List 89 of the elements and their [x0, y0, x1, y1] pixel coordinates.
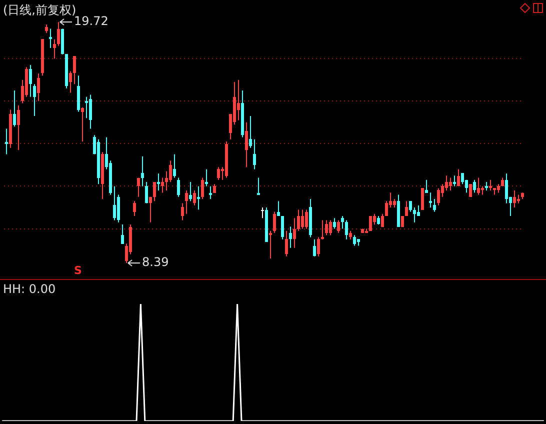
candlestick — [477, 177, 480, 196]
candlestick — [409, 200, 412, 212]
candlestick — [177, 177, 180, 198]
chart-title: (日线,前复权) — [3, 2, 76, 17]
candlestick — [257, 177, 260, 196]
candlestick — [305, 209, 308, 230]
annotation: 8.39 — [142, 255, 169, 270]
candlestick — [29, 64, 32, 98]
candlestick — [301, 209, 304, 230]
candlestick — [269, 230, 272, 260]
candlestick — [353, 234, 356, 246]
candlestick — [117, 194, 120, 223]
candlestick — [133, 200, 136, 216]
candlestick — [445, 175, 448, 191]
candlestick — [285, 230, 288, 257]
candlestick — [413, 206, 416, 223]
candlestick — [57, 22, 60, 46]
candlestick — [169, 160, 172, 182]
candlestick — [429, 192, 432, 208]
candlestick — [505, 172, 508, 204]
candlestick — [89, 94, 92, 130]
candlestick — [321, 220, 324, 240]
chart-title: HH: 0.00 — [3, 282, 56, 296]
candlestick — [337, 220, 340, 234]
candlestick — [325, 220, 328, 236]
candlestick — [489, 179, 492, 191]
candlestick — [289, 226, 292, 248]
candlestick — [69, 70, 72, 94]
candlestick — [209, 186, 212, 200]
candlestick — [449, 177, 452, 191]
candlestick — [17, 104, 20, 151]
candlestick — [137, 177, 140, 198]
candlestick — [313, 238, 316, 257]
candlestick — [329, 220, 332, 236]
candlestick — [217, 166, 220, 180]
candlestick — [73, 56, 76, 85]
annotation: 19.72 — [74, 14, 108, 28]
candlestick — [457, 168, 460, 187]
candlestick — [237, 79, 240, 121]
candlestick — [121, 224, 124, 244]
candlestick — [81, 107, 84, 142]
candlestick — [453, 175, 456, 187]
candlestick — [317, 236, 320, 257]
candlestick — [273, 211, 276, 234]
candlestick — [85, 96, 88, 119]
candlestick — [189, 181, 192, 202]
candlestick — [513, 190, 516, 208]
candlestick — [341, 215, 344, 230]
candlestick — [157, 172, 160, 191]
candlestick — [13, 90, 16, 128]
candlestick — [197, 186, 200, 210]
candlestick — [245, 122, 248, 168]
candlestick — [153, 181, 156, 202]
candlestick — [149, 196, 152, 223]
candlestick — [473, 179, 476, 194]
candlestick — [345, 220, 348, 240]
candlestick — [281, 215, 284, 240]
candlestick — [193, 190, 196, 206]
candlestick — [77, 75, 80, 112]
candlestick — [277, 200, 280, 216]
candlestick — [461, 172, 464, 185]
candlestick — [37, 72, 40, 102]
candlestick — [173, 154, 176, 178]
candlestick — [185, 190, 188, 214]
candlestick — [145, 181, 148, 204]
text: S — [74, 264, 82, 277]
candlestick — [205, 168, 208, 187]
candlestick — [53, 38, 56, 60]
candlestick — [297, 209, 300, 232]
candlestick — [141, 156, 144, 187]
candlestick — [425, 179, 428, 194]
candlestick — [113, 186, 116, 221]
candlestick — [437, 188, 440, 206]
candlestick — [253, 138, 256, 170]
candlestick — [181, 202, 184, 221]
candlestick — [33, 84, 36, 117]
candlestick — [385, 200, 388, 216]
candlestick — [433, 198, 436, 212]
candlestick — [261, 206, 264, 219]
candlestick — [333, 218, 336, 230]
candlestick — [49, 28, 52, 48]
candlestick — [405, 200, 408, 216]
candlestick — [5, 128, 8, 155]
candlestick — [293, 218, 296, 248]
candlestick — [417, 204, 420, 216]
candlestick — [249, 116, 252, 148]
candlestick — [201, 177, 204, 200]
candlestick — [161, 177, 164, 194]
candlestick — [381, 213, 384, 228]
